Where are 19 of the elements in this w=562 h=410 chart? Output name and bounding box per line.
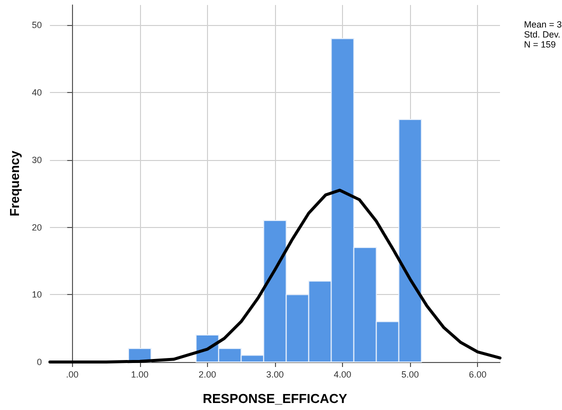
x-tick-label: 4.00: [334, 370, 352, 380]
y-tick-label: 10: [32, 290, 42, 300]
text: Std. Dev.: [524, 30, 560, 40]
line-series: [48, 188, 502, 364]
y-tick-label: 30: [32, 154, 42, 165]
text: Mean = 3: [524, 20, 562, 30]
y-tick-label: 40: [32, 88, 42, 98]
x-tick-label: .00: [66, 370, 78, 380]
x-tick-label: 3.00: [266, 370, 284, 380]
y-tick-label: 50: [32, 20, 42, 30]
y-tick-label: 20: [32, 222, 42, 232]
x-tick-label: 2.00: [198, 370, 216, 380]
y-axis-title: Frequency: [7, 150, 22, 216]
x-axis-title: RESPONSE_EFFICACY: [202, 391, 348, 406]
x-tick-label: 6.00: [468, 370, 486, 380]
x-tick-label: 1.00: [131, 370, 149, 380]
x-tick-label: 5.00: [401, 370, 419, 380]
text: N = 159: [524, 40, 556, 50]
y-tick-label: 0: [36, 357, 42, 367]
